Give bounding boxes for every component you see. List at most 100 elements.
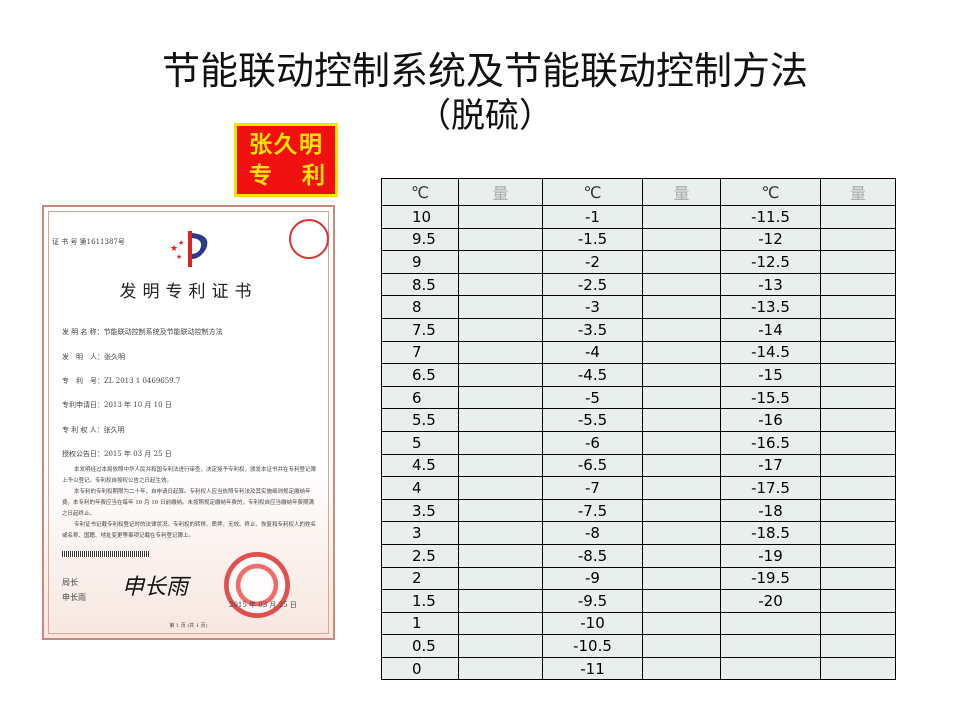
page-title: 节能联动控制系统及节能联动控制方法: [161, 49, 808, 93]
quantity-cell: [458, 363, 543, 387]
temperature-cell: -8.5: [542, 543, 643, 568]
barcode: [62, 551, 150, 557]
quantity-cell: [820, 385, 896, 410]
temperature-cell: [720, 634, 821, 658]
page-subtitle: （脱硫）: [417, 96, 553, 136]
quantity-cell: [820, 272, 896, 297]
quantity-cell: [820, 430, 896, 455]
quantity-cell: [820, 634, 896, 658]
temperature-cell: -16.5: [720, 430, 821, 455]
temperature-cell: -15.5: [720, 385, 821, 410]
quantity-cell: [458, 227, 543, 252]
temperature-cell: 8.5: [381, 272, 459, 297]
temperature-cell: 6.5: [381, 363, 459, 387]
svg-text:★: ★: [170, 244, 178, 254]
temperature-cell: -13.5: [720, 295, 821, 319]
patent-office-logo-icon: ★★★: [170, 231, 208, 267]
temperature-cell: 10: [381, 205, 459, 229]
temperature-cell: 2.5: [381, 543, 459, 568]
table-row: 9.5 -1.5 -12: [381, 227, 896, 252]
certificate-field: 专利申请日：2013 年 10 月 10 日: [62, 401, 172, 409]
seal-stamp-icon: [289, 219, 329, 259]
temperature-cell: -8: [542, 521, 643, 545]
temperature-cell: -17: [720, 453, 821, 478]
temperature-cell: -7: [542, 476, 643, 500]
temperature-cell: 3.5: [381, 498, 459, 523]
header-temperature: ℃: [542, 178, 643, 206]
temperature-cell: 0.5: [381, 634, 459, 658]
certificate-heading: 发明专利证书: [119, 282, 258, 302]
temperature-cell: -12: [720, 227, 821, 252]
temperature-cell: 0: [381, 656, 459, 681]
temperature-cell: [720, 656, 821, 681]
header-quantity: 量: [642, 178, 721, 206]
table-row: 2 -9 -19.5: [381, 566, 896, 591]
table-row: 1.5 -9.5 -20: [381, 589, 896, 613]
seal-date: 2015 年 03 月 25 日: [229, 601, 297, 609]
quantity-cell: [458, 566, 543, 591]
quantity-cell: [458, 250, 543, 274]
quantity-cell: [820, 476, 896, 500]
header-temperature: ℃: [720, 178, 821, 206]
temperature-cell: -2: [542, 250, 643, 274]
quantity-cell: [820, 317, 896, 342]
quantity-cell: [820, 543, 896, 568]
temperature-cell: -12.5: [720, 250, 821, 274]
temperature-cell: 1: [381, 611, 459, 636]
quantity-cell: [642, 295, 721, 319]
temperature-cell: 8: [381, 295, 459, 319]
certificate-field: 授权公告日：2015 年 03 月 25 日: [62, 450, 172, 458]
temperature-cell: -13: [720, 272, 821, 297]
table-row: 2.5 -8.5 -19: [381, 543, 896, 568]
table-row: 6 -5 -15.5: [381, 385, 896, 410]
temperature-cell: -20: [720, 589, 821, 613]
quantity-cell: [642, 250, 721, 274]
quantity-cell: [458, 543, 543, 568]
temperature-cell: 7: [381, 340, 459, 365]
quantity-cell: [642, 227, 721, 252]
table-row: 8.5 -2.5 -13: [381, 272, 896, 297]
quantity-cell: [458, 656, 543, 681]
table-row: 0.5 -10.5: [381, 634, 896, 658]
temperature-cell: -16: [720, 408, 821, 432]
svg-text:★: ★: [178, 239, 184, 247]
certificate-field: 专 利 权 人：张久明: [62, 426, 125, 434]
table-row: 0 -11: [381, 656, 896, 681]
quantity-cell: [820, 408, 896, 432]
header-quantity: 量: [820, 178, 896, 206]
quantity-cell: [458, 430, 543, 455]
temperature-cell: -6.5: [542, 453, 643, 478]
quantity-cell: [642, 656, 721, 681]
quantity-cell: [458, 340, 543, 365]
temperature-cell: -7.5: [542, 498, 643, 523]
temperature-cell: -9.5: [542, 589, 643, 613]
table-row: 6.5 -4.5 -15: [381, 363, 896, 387]
table-row: 4.5 -6.5 -17: [381, 453, 896, 478]
quantity-cell: [642, 498, 721, 523]
quantity-cell: [642, 453, 721, 478]
quantity-cell: [820, 250, 896, 274]
table-row: 7.5 -3.5 -14: [381, 317, 896, 342]
quantity-cell: [820, 340, 896, 365]
certificate-field: 专 利 号：ZL 2013 1 0469659.7: [62, 377, 181, 385]
quantity-cell: [820, 227, 896, 252]
temperature-cell: -18: [720, 498, 821, 523]
table-row: 10 -1 -11.5: [381, 205, 896, 229]
certificate-field: 发 明 人：张久明: [62, 353, 125, 361]
table-row: 5.5 -5.5 -16: [381, 408, 896, 432]
temperature-cell: -11.5: [720, 205, 821, 229]
quantity-cell: [458, 272, 543, 297]
quantity-cell: [642, 589, 721, 613]
quantity-cell: [458, 521, 543, 545]
quantity-cell: [642, 611, 721, 636]
director: 局长 申长雨: [62, 578, 86, 602]
quantity-cell: [820, 656, 896, 681]
patent-certificate-image: 证 书 号 第1611387号 ★ ★ ★ 发明专利证书 发 明 名 称：节能联动控…: [42, 205, 335, 640]
table-row: 5 -6 -16.5: [381, 430, 896, 455]
temperature-table: ℃ 量 ℃ 量 ℃ 量 10 -1 -11.5 9.5 -1.5 -12 9 -2 -12.5 8.5 -2.…: [381, 178, 896, 681]
quantity-cell: [820, 589, 896, 613]
quantity-cell: [820, 611, 896, 636]
temperature-cell: -9: [542, 566, 643, 591]
certificate-text: 本发明经过本局依照中华人民共和国专利法进行审查，决定授予专利权，颁发本证书并在专…: [62, 467, 317, 539]
quantity-cell: [458, 589, 543, 613]
